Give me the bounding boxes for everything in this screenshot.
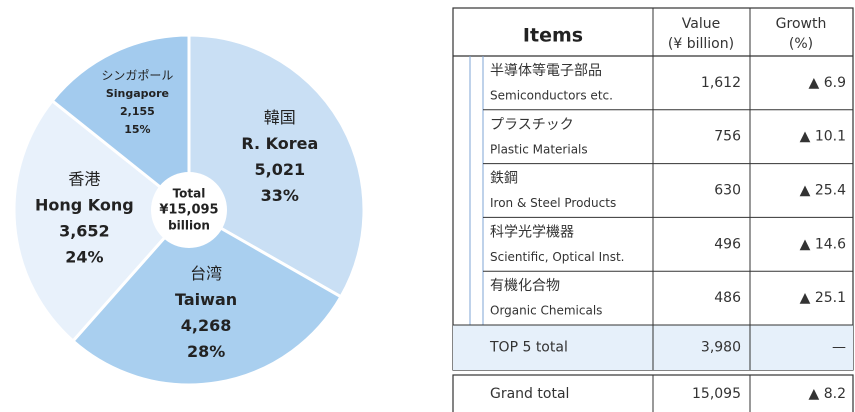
- total-label: Grand total: [490, 386, 569, 402]
- slice-label-ja: 台湾: [190, 264, 222, 283]
- total-value: 3,980: [701, 340, 741, 356]
- item-value: 1,612: [701, 75, 741, 91]
- slice-value: 2,155: [120, 105, 155, 118]
- header-value: Value: [682, 16, 720, 32]
- header-items: Items: [523, 25, 583, 47]
- slice-label: Singapore: [106, 87, 169, 100]
- item-ja: 半導体等電子部品: [490, 62, 602, 79]
- slice-label: R. Korea: [241, 134, 318, 153]
- item-en: Organic Chemicals: [490, 304, 602, 318]
- slice-value: 4,268: [181, 316, 232, 335]
- item-ja: 科学光学機器: [490, 224, 574, 240]
- table: Items Value (¥ billion) Growth (%) 半導体等電…: [452, 7, 854, 412]
- total-value: 15,095: [692, 386, 741, 402]
- item-en: Scientific, Optical Inst.: [490, 250, 624, 264]
- total-growth: —: [832, 340, 846, 356]
- center-label: Total: [173, 187, 206, 201]
- pie-chart: 韓国 R. Korea 5,021 33% 台湾 Taiwan 4,268 28% 香港 Hong…: [12, 33, 366, 387]
- slice-share: 24%: [65, 248, 103, 267]
- header-unit: (%): [789, 36, 813, 52]
- item-ja: 鉄鋼: [490, 171, 518, 187]
- slice-share: 28%: [187, 342, 225, 361]
- item-ja: 有機化合物: [490, 278, 560, 294]
- item-ja: プラスチック: [490, 117, 574, 133]
- item-value: 630: [714, 183, 741, 199]
- slice-label-ja: 香港: [68, 170, 100, 189]
- total-growth: ▲ 8.2: [809, 386, 846, 402]
- item-value: 756: [714, 129, 741, 145]
- pie-slice: [12, 98, 192, 344]
- header-growth: Growth: [776, 16, 827, 32]
- item-value: 496: [714, 236, 741, 252]
- item-growth: ▲ 14.6: [800, 236, 846, 252]
- slice-value: 3,652: [59, 222, 110, 241]
- item-growth: ▲ 6.9: [809, 75, 846, 91]
- item-growth: ▲ 25.1: [800, 290, 846, 306]
- center-label: billion: [168, 219, 210, 233]
- item-growth: ▲ 10.1: [800, 129, 846, 145]
- item-en: Semiconductors etc.: [490, 89, 613, 103]
- center-hole: [151, 172, 227, 248]
- slice-label: Taiwan: [175, 290, 237, 309]
- pie-slice: [70, 208, 344, 387]
- item-en: Iron & Steel Products: [490, 196, 616, 210]
- item-growth: ▲ 25.4: [800, 183, 846, 199]
- total-label: TOP 5 total: [489, 340, 568, 356]
- slice-share: 15%: [124, 123, 150, 136]
- slice-label-ja: 韓国: [264, 108, 296, 127]
- item-value: 486: [714, 290, 741, 306]
- header-unit: (¥ billion): [668, 36, 734, 52]
- slice-label: Hong Kong: [35, 196, 134, 215]
- slice-label-ja: シンガポール: [101, 68, 173, 82]
- slice-share: 33%: [261, 186, 299, 205]
- center-label: ¥15,095: [159, 203, 218, 218]
- pie-slice: [187, 33, 366, 299]
- pie-slice: [50, 33, 191, 214]
- slice-value: 5,021: [255, 160, 306, 179]
- item-en: Plastic Materials: [490, 142, 588, 156]
